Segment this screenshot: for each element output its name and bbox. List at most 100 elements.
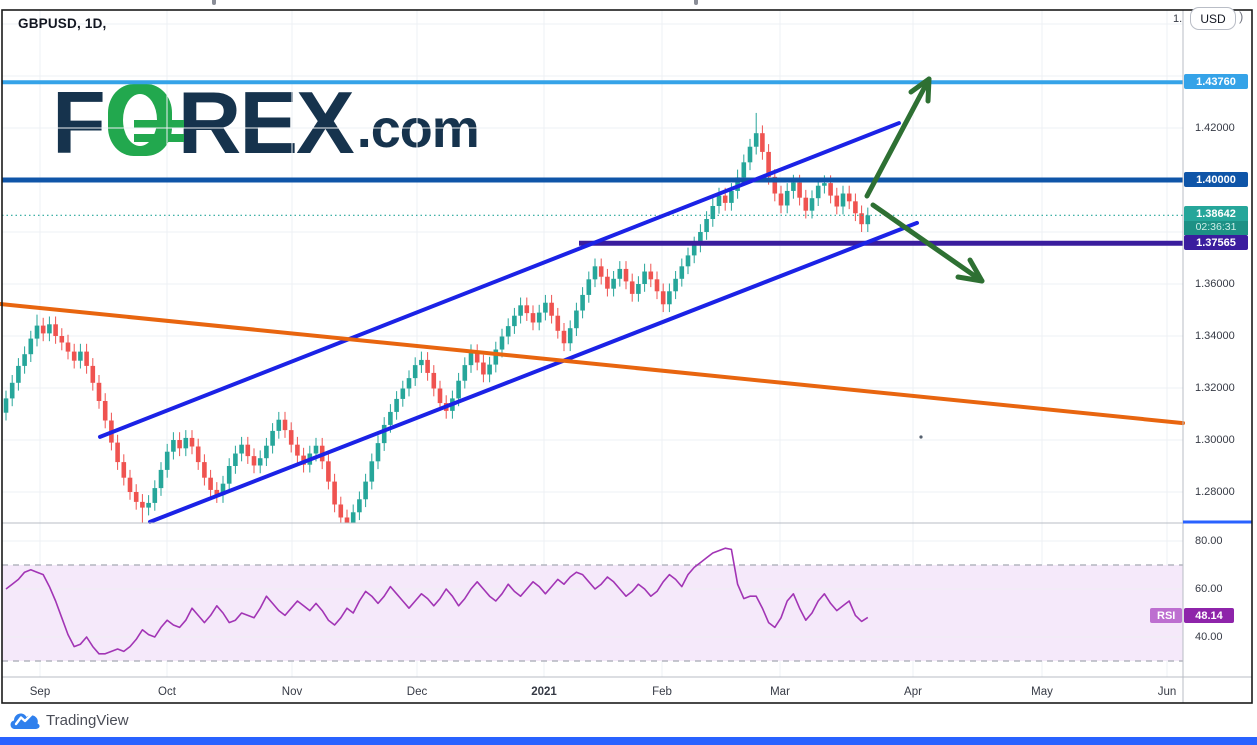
channel-upper-line[interactable] [98,121,901,439]
candle-body [257,458,263,466]
candle-body [605,276,610,289]
channel-lower-line[interactable] [148,220,919,524]
candle-body [115,442,120,463]
round-level-price-label: 1.40000 [1184,171,1248,187]
candle-body [233,453,238,466]
candle-body [350,512,356,523]
candle-body [673,278,678,292]
time-tick-oct: Oct [158,686,176,698]
candle-body [127,477,133,492]
candle-body [363,481,368,500]
bullish-scenario-arrow[interactable] [864,76,932,199]
candle-body [809,198,815,211]
candle-body [499,336,505,350]
candle-body [295,444,300,456]
candle-body [90,365,96,383]
candle-body [561,330,567,344]
candle-body [412,365,418,379]
candle-body [729,190,734,203]
downtrend-line[interactable] [0,302,1185,426]
rsi-band [2,565,1183,661]
rsi-tick-label: 60.00 [1195,583,1223,595]
candle-body [753,133,759,147]
candle-body [716,195,722,206]
candle-body [865,215,871,225]
candle-body [710,206,716,219]
candle-body [245,444,251,457]
price-tick-partial: 1. [1173,13,1183,25]
currency-toggle-button[interactable]: USD [1190,7,1236,30]
resistance-price-label-value: 1.43760 [1196,75,1236,88]
rsi-indicator-label[interactable]: RSI [1150,608,1183,624]
time-tick-may: May [1031,686,1053,698]
candle-body [642,271,647,284]
logo-suffix: .com [356,99,480,159]
candle-body [251,456,257,466]
candle-body [96,382,102,401]
candle-body [654,279,660,292]
candle-body [47,324,52,334]
candle-body [586,279,592,295]
candle-body [78,351,83,361]
candle-body [834,195,840,207]
logo-letters-rex: REX [177,73,355,172]
candle-body [487,364,492,375]
candle-body [214,489,220,496]
symbol-legend[interactable]: GBPUSD, 1D, [18,16,107,31]
candle-body [456,380,461,399]
candle-body [536,312,542,323]
candle-body [3,398,9,413]
candle-body [555,315,561,331]
candle-body [797,182,802,198]
candle-body [65,342,71,352]
candle-body [679,266,685,279]
candle-body [40,325,46,334]
candle-body [102,401,108,421]
candle-body [704,219,709,232]
candle-body [9,382,15,399]
candle-body [853,201,858,214]
candle-body [462,365,468,381]
countdown-timer: 02:36:31 [1184,221,1248,236]
candle-body [208,477,213,490]
candle-body [698,232,703,245]
tradingview-attribution-link[interactable]: TradingView [8,708,129,732]
candle-body [326,461,331,482]
candle-body [431,372,437,389]
candle-body [183,437,189,449]
time-tick-feb: Feb [652,686,672,698]
candle-body [22,354,27,366]
candle-body [735,177,740,191]
bullish-scenario-arrow-shaft [864,76,932,199]
candle-body [512,315,517,327]
candle-body [766,151,771,177]
candle-body [282,419,288,431]
candle-body [276,419,282,431]
tradingview-attribution-text: TradingView [46,711,129,729]
candle-body [493,349,499,365]
candle-body [474,352,480,363]
candle-body [580,294,585,311]
candle-body [784,190,790,206]
price-tick-label: 1.30000 [1195,434,1235,446]
candle-body [828,183,833,196]
candle-body [332,481,337,505]
candle-body [71,351,77,361]
bearish-scenario-arrow[interactable] [870,202,985,284]
candle-body [592,266,598,280]
last-price-label-value: 1.38642 [1196,208,1236,221]
candle-body [84,351,89,366]
candle-body [220,483,226,496]
candle-body [226,466,232,484]
bullish-scenario-arrow-head [908,76,932,104]
candle-body [481,362,486,375]
candle-body [288,430,294,445]
candle-body [195,446,201,463]
chart-frame [1,9,1253,704]
rsi-value-label: 48.14 [1184,608,1234,624]
time-tick-sep: Sep [29,686,51,698]
candle-body [53,324,58,336]
candle-body [16,365,21,383]
candle-body [158,469,164,489]
